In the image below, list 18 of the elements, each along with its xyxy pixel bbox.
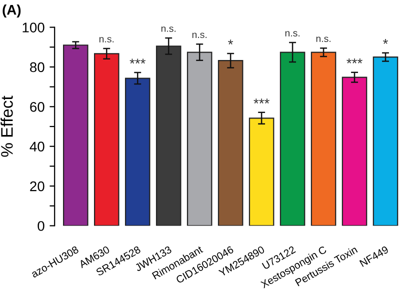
y-axis-title: % Effect [0,96,13,157]
annotation: n.s. [192,32,207,38]
y-tick-label: 20 [30,181,44,192]
y-tick-label: 60 [30,102,44,112]
annotation: *** [254,98,270,104]
y-tick-label: 40 [30,142,44,152]
annotation: * [228,40,234,45]
y-tick-label: 0 [38,221,44,231]
chart-title: (A) [2,4,21,18]
y-tick-label: 100 [22,22,44,32]
annotation: *** [130,58,146,64]
annotation: n.s. [285,31,300,36]
annotation: n.s. [99,37,114,42]
annotation: n.s. [161,26,176,32]
y-tick-label: 80 [30,62,44,72]
annotation: n.s. [316,36,330,42]
annotation: *** [346,58,362,64]
annotation: * [383,39,388,44]
